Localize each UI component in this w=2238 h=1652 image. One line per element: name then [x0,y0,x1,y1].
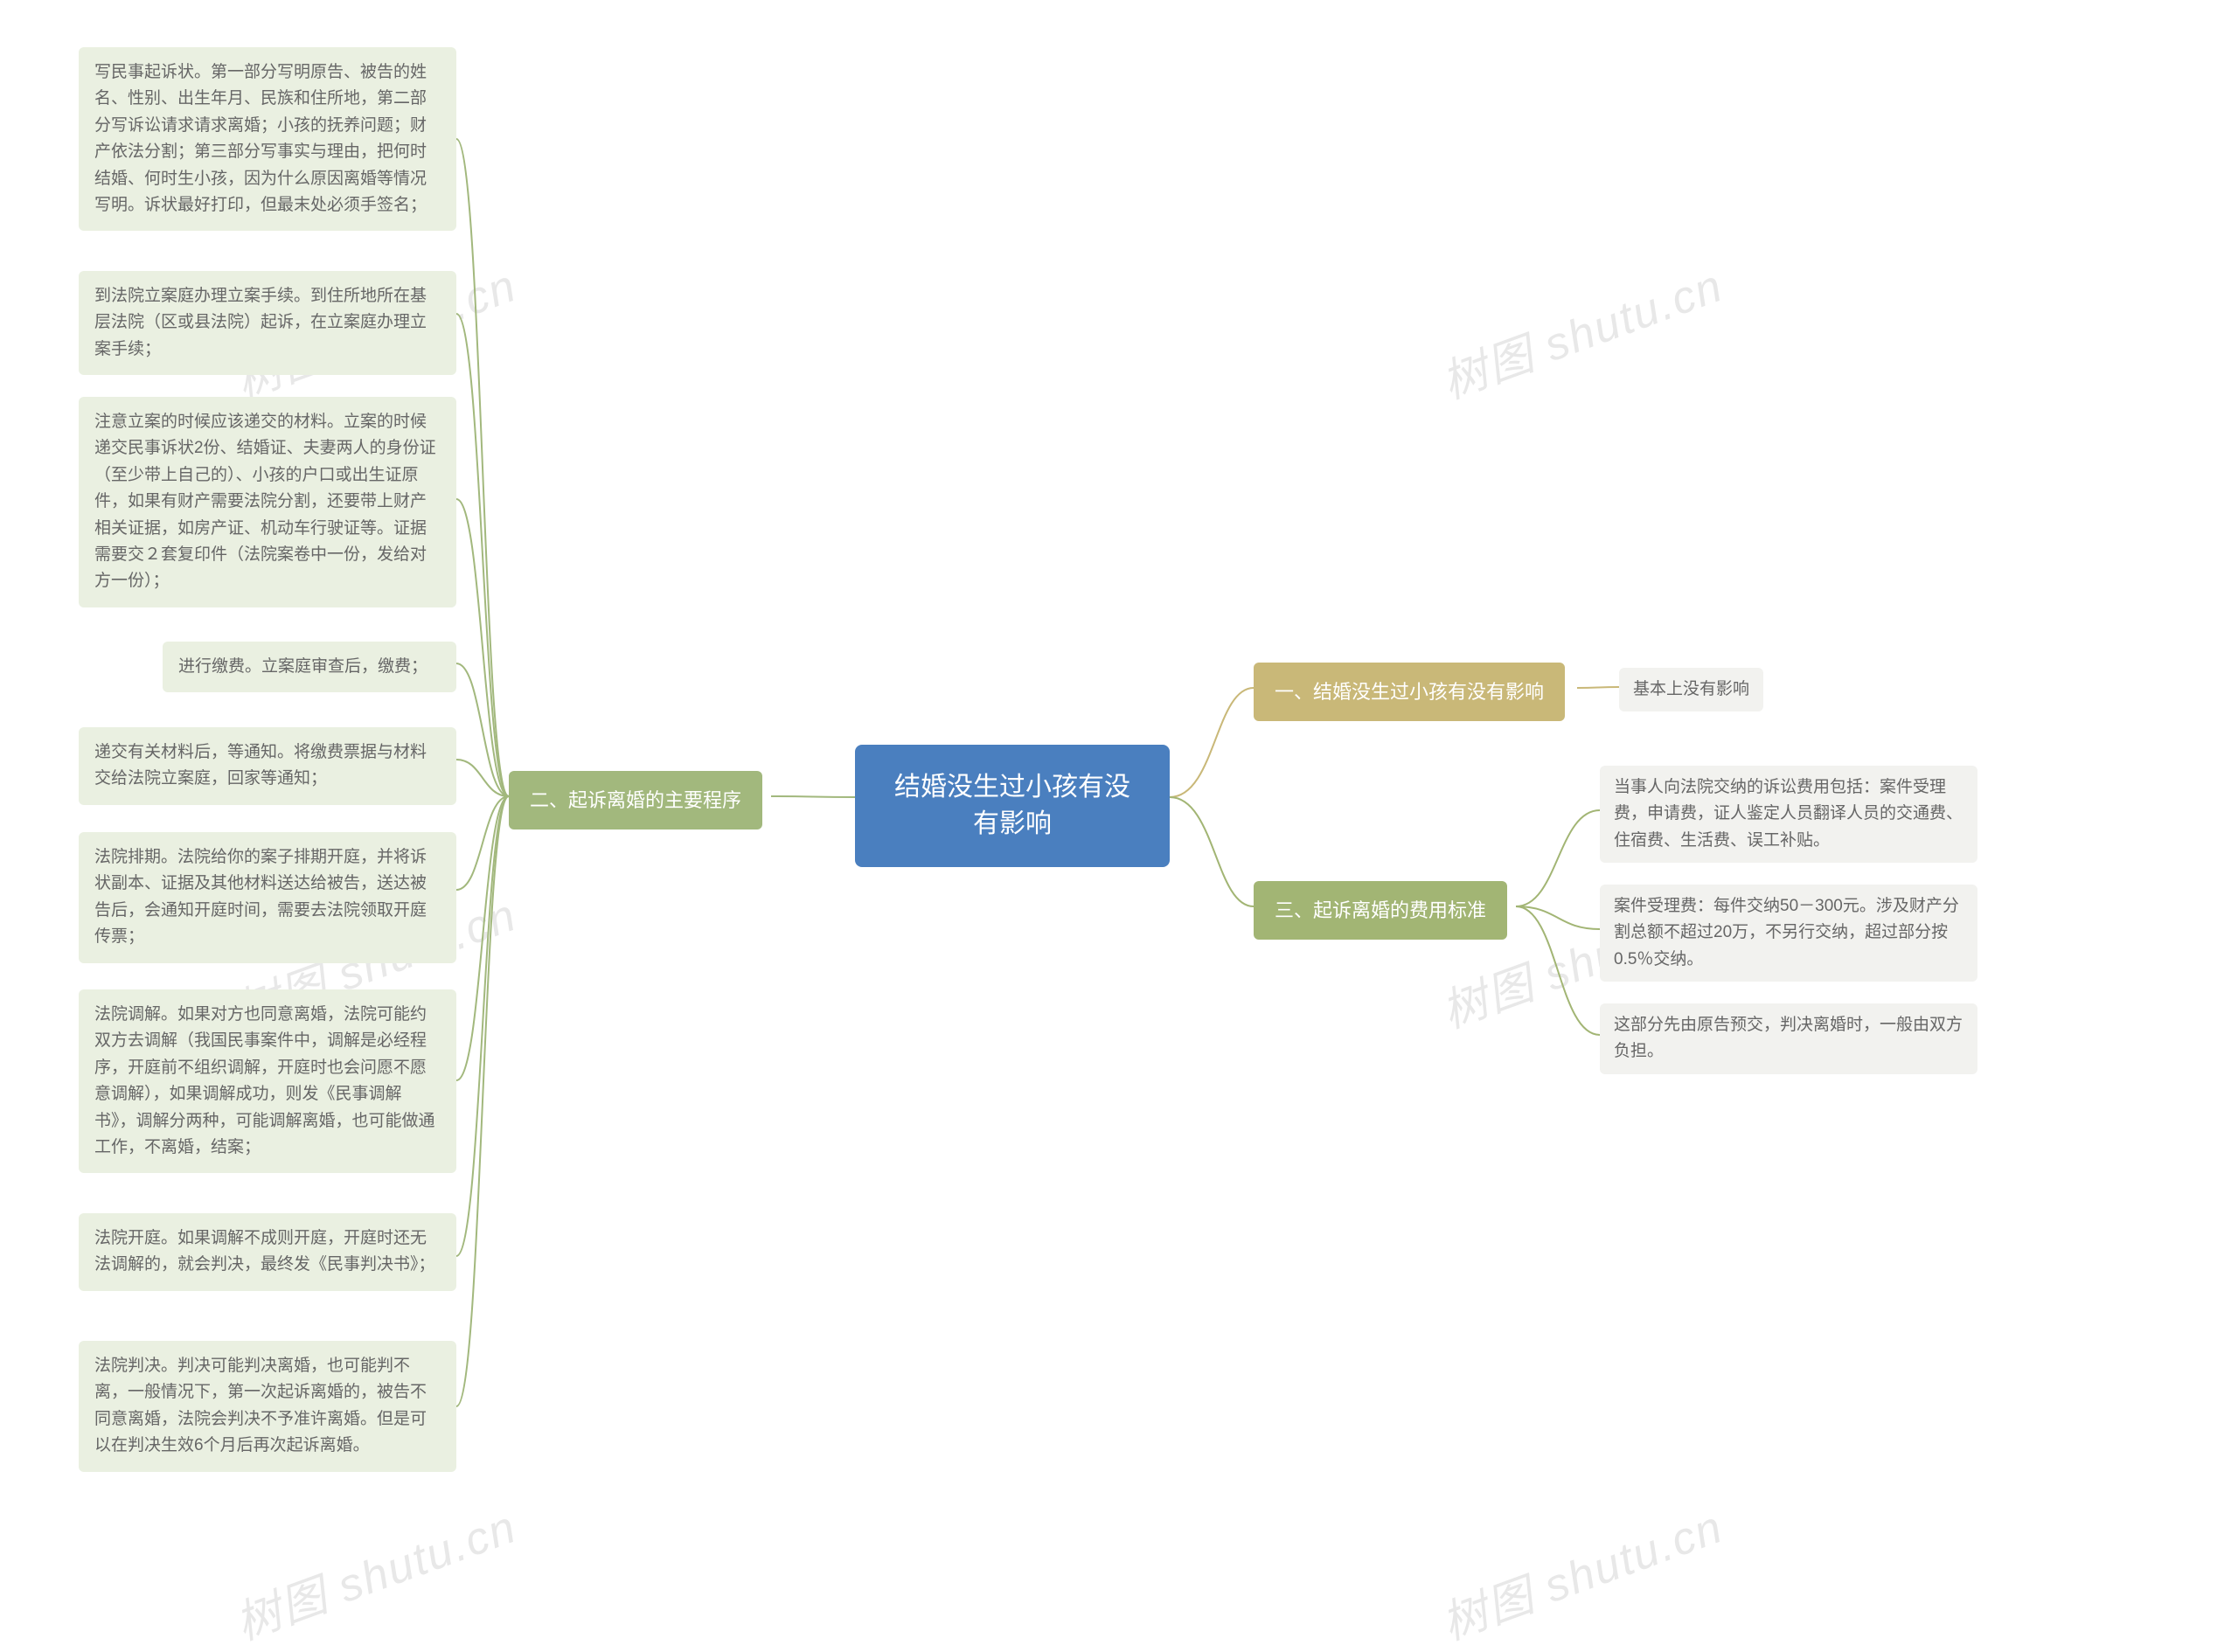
leaf-text: 当事人向法院交纳的诉讼费用包括：案件受理费，申请费，证人鉴定人员翻译人员的交通费… [1614,778,1963,850]
leaf-text: 法院开庭。如果调解不成则开庭，开庭时还无法调解的，就会判决，最终发《民事判决书》… [94,1229,435,1274]
leaf-text: 写民事起诉状。第一部分写明原告、被告的姓名、性别、出生年月、民族和住所地，第二部… [94,63,427,214]
branch-2-leaf-6[interactable]: 法院调解。如果对方也同意离婚，法院可能约双方去调解（我国民事案件中，调解是必经程… [79,989,456,1173]
watermark: 树图 shutu.cn [1431,1490,1730,1652]
leaf-text: 基本上没有影响 [1633,680,1749,698]
center-text: 结婚没生过小孩有没有影响 [894,773,1130,838]
leaf-text: 法院判决。判决可能判决离婚，也可能判不离，一般情况下，第一次起诉离婚的，被告不同… [94,1357,427,1454]
leaf-text: 注意立案的时候应该递交的材料。立案的时候递交民事诉状2份、结婚证、夫妻两人的身份… [94,413,436,590]
branch-3-leaf-0[interactable]: 当事人向法院交纳的诉讼费用包括：案件受理费，申请费，证人鉴定人员翻译人员的交通费… [1600,766,1977,863]
branch-2-leaf-0[interactable]: 写民事起诉状。第一部分写明原告、被告的姓名、性别、出生年月、民族和住所地，第二部… [79,47,456,231]
leaf-text: 到法院立案庭办理立案手续。到住所地所在基层法院（区或县法院）起诉，在立案庭办理立… [94,287,427,358]
branch-1[interactable]: 一、结婚没生过小孩有没有影响 [1254,663,1565,721]
branch-3-label: 三、起诉离婚的费用标准 [1275,899,1486,921]
leaf-text: 法院排期。法院给你的案子排期开庭，并将诉状副本、证据及其他材料送达给被告，送达被… [94,848,427,946]
leaf-text: 这部分先由原告预交，判决离婚时，一般由双方负担。 [1614,1016,1963,1060]
watermark: 树图 shutu.cn [1431,249,1730,412]
branch-3[interactable]: 三、起诉离婚的费用标准 [1254,881,1507,940]
branch-3-leaf-2[interactable]: 这部分先由原告预交，判决离婚时，一般由双方负担。 [1600,1003,1977,1074]
branch-2-leaf-4[interactable]: 递交有关材料后，等通知。将缴费票据与材料交给法院立案庭，回家等通知； [79,727,456,805]
leaf-text: 递交有关材料后，等通知。将缴费票据与材料交给法院立案庭，回家等通知； [94,743,427,788]
branch-2-leaf-2[interactable]: 注意立案的时候应该递交的材料。立案的时候递交民事诉状2份、结婚证、夫妻两人的身份… [79,397,456,607]
branch-3-leaf-1[interactable]: 案件受理费：每件交纳50－300元。涉及财产分割总额不超过20万，不另行交纳，超… [1600,885,1977,982]
branch-1-leaf[interactable]: 基本上没有影响 [1619,668,1763,711]
leaf-text: 案件受理费：每件交纳50－300元。涉及财产分割总额不超过20万，不另行交纳，超… [1614,897,1959,968]
watermark: 树图 shutu.cn [225,1490,524,1652]
branch-2-leaf-7[interactable]: 法院开庭。如果调解不成则开庭，开庭时还无法调解的，就会判决，最终发《民事判决书》… [79,1213,456,1291]
mindmap-center[interactable]: 结婚没生过小孩有没有影响 [855,745,1170,867]
branch-2[interactable]: 二、起诉离婚的主要程序 [509,771,762,829]
leaf-text: 进行缴费。立案庭审查后，缴费； [178,657,427,676]
branch-2-leaf-5[interactable]: 法院排期。法院给你的案子排期开庭，并将诉状副本、证据及其他材料送达给被告，送达被… [79,832,456,963]
branch-2-leaf-8[interactable]: 法院判决。判决可能判决离婚，也可能判不离，一般情况下，第一次起诉离婚的，被告不同… [79,1341,456,1472]
branch-2-leaf-3[interactable]: 进行缴费。立案庭审查后，缴费； [163,642,456,692]
branch-2-label: 二、起诉离婚的主要程序 [530,789,741,811]
branch-2-leaf-1[interactable]: 到法院立案庭办理立案手续。到住所地所在基层法院（区或县法院）起诉，在立案庭办理立… [79,271,456,375]
leaf-text: 法院调解。如果对方也同意离婚，法院可能约双方去调解（我国民事案件中，调解是必经程… [94,1005,435,1156]
branch-1-label: 一、结婚没生过小孩有没有影响 [1275,681,1544,703]
